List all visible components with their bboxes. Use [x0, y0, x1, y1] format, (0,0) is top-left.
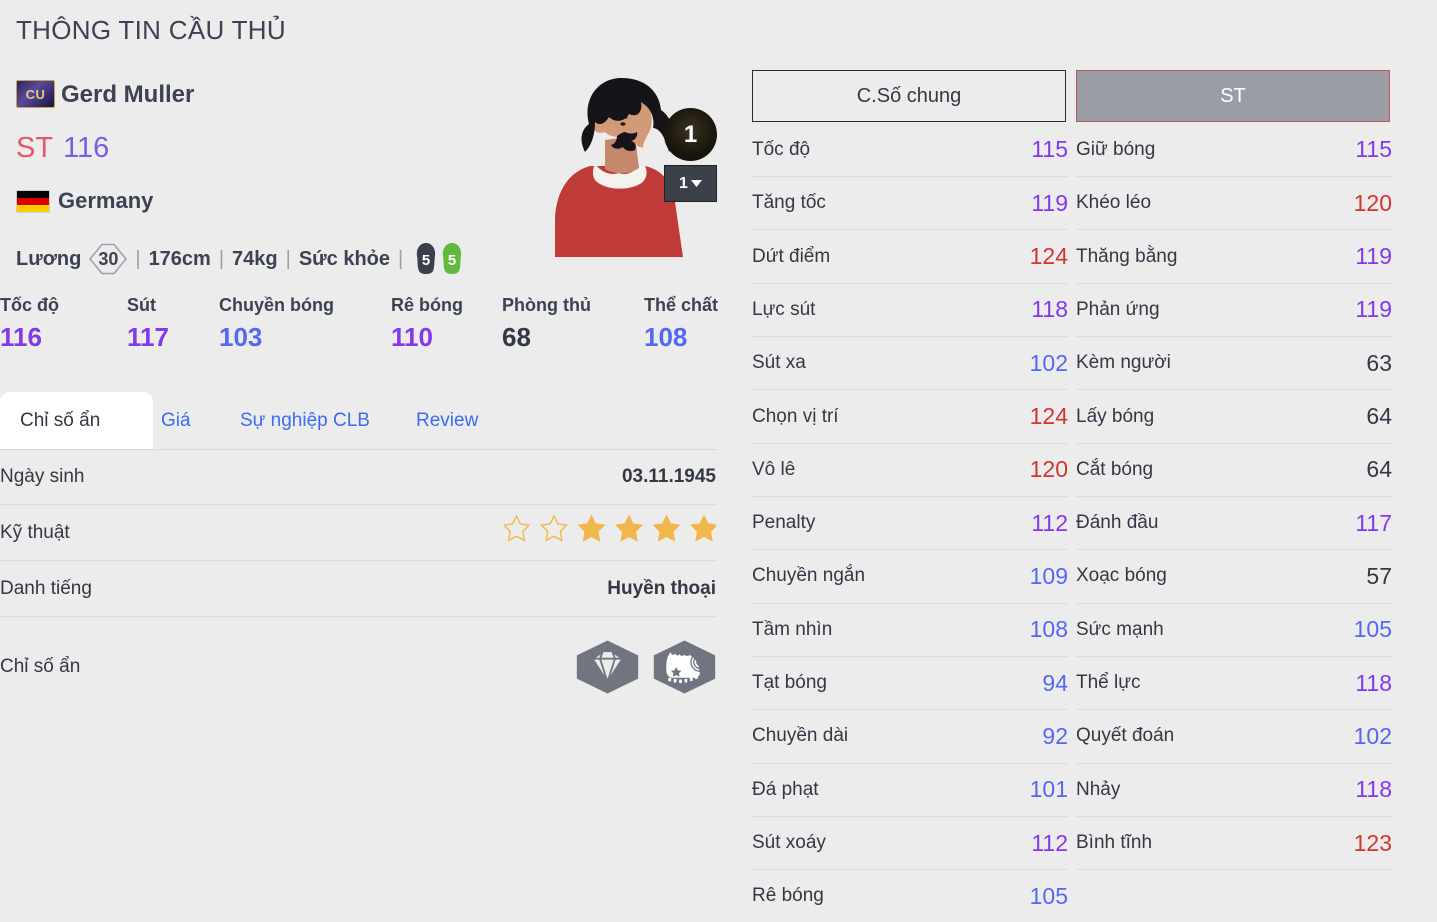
svg-text:5: 5 — [448, 252, 456, 269]
svg-text:5: 5 — [422, 252, 430, 269]
